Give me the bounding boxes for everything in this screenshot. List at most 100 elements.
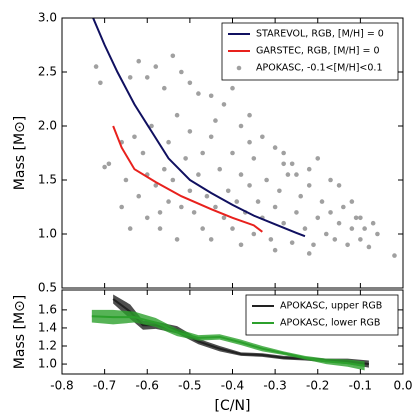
scatter-point: [200, 150, 205, 156]
scatter-point: [302, 226, 308, 231]
y-tick-label: 1.2: [38, 339, 57, 353]
scatter-point: [191, 210, 197, 215]
y-tick-label: 1.4: [38, 320, 57, 334]
scatter-point: [251, 231, 257, 237]
scatter-point: [306, 166, 312, 172]
scatter-point: [260, 134, 265, 140]
scatter-point: [174, 112, 180, 118]
scatter-point: [281, 150, 286, 156]
scatter-point: [144, 215, 150, 221]
legend-box: [245, 294, 399, 336]
line: [91, 315, 365, 367]
y-tick-label: 2.0: [38, 119, 57, 133]
scatter-point: [349, 199, 355, 204]
scatter-point: [306, 251, 312, 256]
legend-label: GARSTEC, RGB, [M/H] = 0: [256, 46, 380, 57]
scatter-point: [187, 80, 193, 86]
y-tick-label: 1.0: [38, 357, 57, 371]
scatter-point: [170, 177, 176, 183]
scatter-point: [238, 172, 244, 177]
scatter-point: [153, 183, 159, 188]
scatter-point: [285, 172, 291, 177]
scatter-point: [251, 156, 257, 161]
x-tick-label: -0.8: [50, 379, 73, 393]
scatter-point: [362, 226, 367, 231]
scatter-point: [136, 193, 142, 199]
scatter-point: [323, 231, 329, 237]
scatter-point: [187, 188, 193, 194]
x-tick-label: -0.1: [349, 379, 372, 393]
scatter-point: [127, 75, 133, 80]
scatter-point: [234, 199, 240, 204]
scatter-point: [353, 215, 359, 221]
x-tick-label: -0.5: [178, 379, 201, 393]
scatter-point: [392, 253, 397, 258]
y-tick-label: 1.5: [38, 173, 57, 187]
scatter-point: [196, 172, 201, 177]
scatter-point: [225, 188, 231, 194]
scatter-point: [200, 226, 205, 231]
y-tick-label: 1.0: [38, 227, 57, 241]
line: [92, 18, 306, 238]
scatter-point: [166, 199, 171, 204]
scatter-point: [341, 204, 346, 210]
scatter-point: [264, 177, 269, 183]
legend-label: APOKASC, upper RGB: [280, 301, 382, 312]
scatter-point: [311, 242, 316, 248]
legend-label: APOKASC, lower RGB: [280, 318, 380, 329]
scatter-point: [204, 193, 210, 199]
scatter-point: [140, 150, 146, 156]
legend-label: APOKASC, -0.1<[M/H]<0.1: [256, 63, 383, 74]
legend-label: STAREVOL, RGB, [M/H] = 0: [256, 29, 384, 40]
scatter-point: [174, 237, 180, 242]
scatter-point: [238, 242, 244, 248]
scatter-point: [162, 166, 167, 172]
scatter-point: [221, 102, 227, 107]
scatter-point: [268, 237, 274, 242]
y-axis-label: Mass [M⊙]: [12, 295, 28, 369]
scatter-point: [294, 210, 299, 215]
scatter-point: [315, 156, 321, 161]
scatter-point: [179, 204, 184, 210]
legend-marker: [236, 65, 242, 71]
scatter-point: [208, 134, 214, 140]
scatter-point: [328, 210, 333, 215]
x-tick-label: 0.0: [393, 379, 412, 393]
scatter-point: [358, 215, 363, 221]
x-axis-label: [C/N]: [215, 398, 251, 414]
scatter-point: [230, 85, 235, 91]
scatter-point: [230, 150, 235, 156]
scatter-point: [170, 53, 176, 59]
scatter-point: [277, 188, 282, 194]
scatter-point: [238, 123, 244, 129]
scatter-point: [345, 242, 350, 248]
scatter-point: [144, 75, 150, 80]
x-tick-label: -0.3: [263, 379, 286, 393]
scatter-point: [123, 177, 129, 183]
y-tick-label: 0.5: [38, 281, 57, 295]
axes-frame: [61, 17, 404, 289]
scatter-point: [370, 220, 376, 226]
scatter-point: [127, 226, 133, 231]
scatter-point: [315, 215, 321, 221]
scatter-point: [328, 177, 333, 183]
scatter-point: [289, 161, 295, 167]
scatter-point: [336, 220, 342, 226]
scatter-point: [306, 183, 312, 188]
scatter-point: [93, 64, 99, 69]
scatter-point: [247, 183, 252, 188]
x-tick-label: -0.4: [221, 379, 244, 393]
scatter-point: [247, 139, 252, 145]
scatter-point: [375, 231, 380, 237]
line: [112, 125, 263, 233]
scatter-point: [153, 64, 159, 69]
scatter-point: [255, 199, 261, 204]
scatter-point: [136, 58, 142, 64]
y-tick-label: 3.0: [38, 11, 57, 25]
scatter-point: [281, 161, 286, 167]
scatter-point: [187, 129, 193, 134]
scatter-point: [272, 247, 278, 253]
y-tick-label: 2.5: [38, 65, 57, 79]
scatter-point: [132, 134, 137, 140]
